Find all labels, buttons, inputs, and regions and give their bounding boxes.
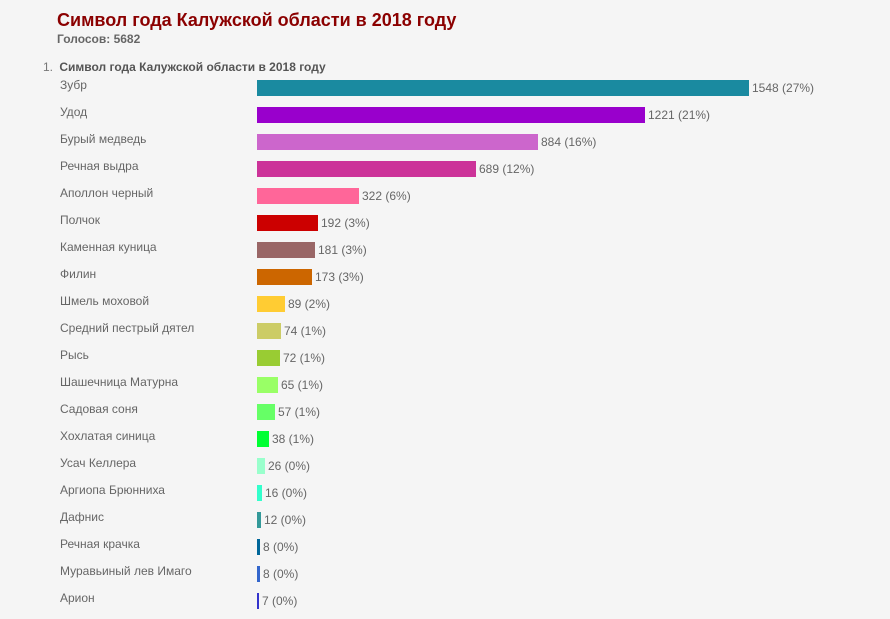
poll-title: Символ года Калужской области в 2018 год… xyxy=(57,10,457,30)
option-label: Садовая соня xyxy=(60,402,138,416)
result-value: 8 (0%) xyxy=(263,540,299,554)
result-value: 8 (0%) xyxy=(263,567,299,581)
result-bar xyxy=(257,512,261,528)
option-label: Филин xyxy=(60,267,97,281)
result-bar xyxy=(257,134,538,150)
question-number: 1. xyxy=(43,60,54,74)
option-label: Полчок xyxy=(60,213,100,227)
result-value: 72 (1%) xyxy=(283,351,326,365)
result-value: 65 (1%) xyxy=(281,378,324,392)
option-label: Хохлатая синица xyxy=(60,429,156,443)
option-label: Аполлон черный xyxy=(60,186,154,200)
option-label: Удод xyxy=(60,105,88,119)
question-text: Символ года Калужской области в 2018 год… xyxy=(59,60,326,74)
result-bar xyxy=(257,107,645,123)
result-bar xyxy=(257,431,269,447)
option-label: Дафнис xyxy=(60,510,105,524)
result-bar xyxy=(257,593,259,609)
option-label: Зубр xyxy=(60,78,87,92)
result-bar xyxy=(257,485,262,501)
option-label: Бурый медведь xyxy=(60,132,147,146)
option-label: Шашечница Матурна xyxy=(60,375,179,389)
result-value: 689 (12%) xyxy=(479,162,535,176)
result-value: 12 (0%) xyxy=(264,513,307,527)
result-bar xyxy=(257,188,359,204)
option-label: Арион xyxy=(60,591,95,605)
result-bar xyxy=(257,539,260,555)
result-bar xyxy=(257,296,285,312)
result-bar xyxy=(257,377,278,393)
option-label: Аргиопа Брюнниха xyxy=(60,483,165,497)
result-value: 181 (3%) xyxy=(318,243,367,257)
option-label: Муравьиный лев Имаго xyxy=(60,564,192,578)
result-bar xyxy=(257,215,318,231)
result-bar xyxy=(257,458,265,474)
option-label: Каменная куница xyxy=(60,240,157,254)
option-label: Усач Келлера xyxy=(60,456,137,470)
result-value: 74 (1%) xyxy=(284,324,327,338)
result-bar xyxy=(257,242,315,258)
result-value: 57 (1%) xyxy=(278,405,321,419)
option-label: Рысь xyxy=(60,348,89,362)
result-bar xyxy=(257,80,749,96)
result-value: 38 (1%) xyxy=(272,432,315,446)
result-bar xyxy=(257,404,275,420)
result-value: 322 (6%) xyxy=(362,189,411,203)
result-value: 89 (2%) xyxy=(288,297,331,311)
result-value: 1221 (21%) xyxy=(648,108,711,122)
result-value: 173 (3%) xyxy=(315,270,364,284)
option-label: Средний пестрый дятел xyxy=(60,321,195,335)
result-value: 884 (16%) xyxy=(541,135,597,149)
result-value: 192 (3%) xyxy=(321,216,370,230)
result-bar xyxy=(257,350,280,366)
result-bar xyxy=(257,269,312,285)
result-bar xyxy=(257,323,281,339)
option-label: Речная выдра xyxy=(60,159,139,173)
result-value: 26 (0%) xyxy=(268,459,311,473)
option-label: Шмель моховой xyxy=(60,294,150,308)
result-value: 16 (0%) xyxy=(265,486,308,500)
result-value: 7 (0%) xyxy=(262,594,298,608)
result-bar xyxy=(257,566,260,582)
votes-count: Голосов: 5682 xyxy=(57,32,141,46)
option-label: Речная крачка xyxy=(60,537,140,551)
result-bar xyxy=(257,161,476,177)
question-heading: 1. Символ года Калужской области в 2018 … xyxy=(43,60,326,74)
result-value: 1548 (27%) xyxy=(752,81,815,95)
